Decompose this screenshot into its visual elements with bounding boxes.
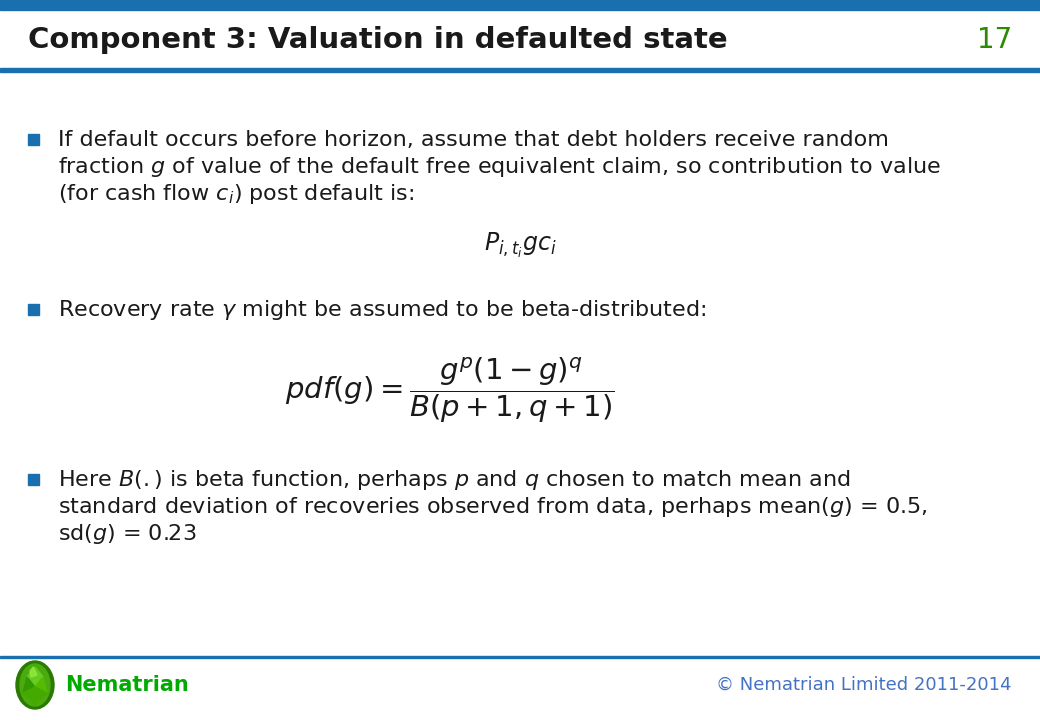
Bar [0, 68, 1040, 72]
Ellipse shape [20, 664, 50, 706]
Ellipse shape [16, 661, 54, 709]
Text: Nematrian: Nematrian [64, 675, 188, 695]
Polygon shape [35, 677, 47, 693]
Polygon shape [23, 677, 35, 693]
Text: Component 3: Valuation in defaulted state: Component 3: Valuation in defaulted stat… [28, 26, 728, 54]
Polygon shape [27, 667, 43, 687]
Bar [0, 0, 1040, 10]
Bar [28, 134, 40, 145]
Text: standard deviation of recoveries observed from data, perhaps mean$(g)$ = 0.5,: standard deviation of recoveries observe… [58, 495, 928, 519]
Bar [28, 474, 40, 485]
Text: If default occurs before horizon, assume that debt holders receive random: If default occurs before horizon, assume… [58, 130, 889, 150]
Bar [0, 656, 1040, 658]
Text: © Nematrian Limited 2011-2014: © Nematrian Limited 2011-2014 [717, 676, 1012, 694]
Text: Here $B(.)$ is beta function, perhaps $p$ and $q$ chosen to match mean and: Here $B(.)$ is beta function, perhaps $p… [58, 468, 851, 492]
Text: sd$(g)$ = 0.23: sd$(g)$ = 0.23 [58, 522, 197, 546]
Text: $P_{i,t_i}gc_i$: $P_{i,t_i}gc_i$ [484, 230, 556, 260]
Text: 17: 17 [977, 26, 1012, 54]
Text: Recovery rate $\gamma$ might be assumed to be beta-distributed:: Recovery rate $\gamma$ might be assumed … [58, 298, 706, 322]
Text: fraction $g$ of value of the default free equivalent claim, so contribution to v: fraction $g$ of value of the default fre… [58, 155, 941, 179]
Text: (for cash flow $c_i$) post default is:: (for cash flow $c_i$) post default is: [58, 182, 414, 206]
Bar [28, 304, 40, 315]
Text: $pdf\left(g\right)=\dfrac{g^{p}\left(1-g\right)^{q}}{B\left(p+1,q+1\right)}$: $pdf\left(g\right)=\dfrac{g^{p}\left(1-g… [285, 355, 615, 425]
Polygon shape [30, 667, 37, 677]
Polygon shape [23, 687, 47, 705]
